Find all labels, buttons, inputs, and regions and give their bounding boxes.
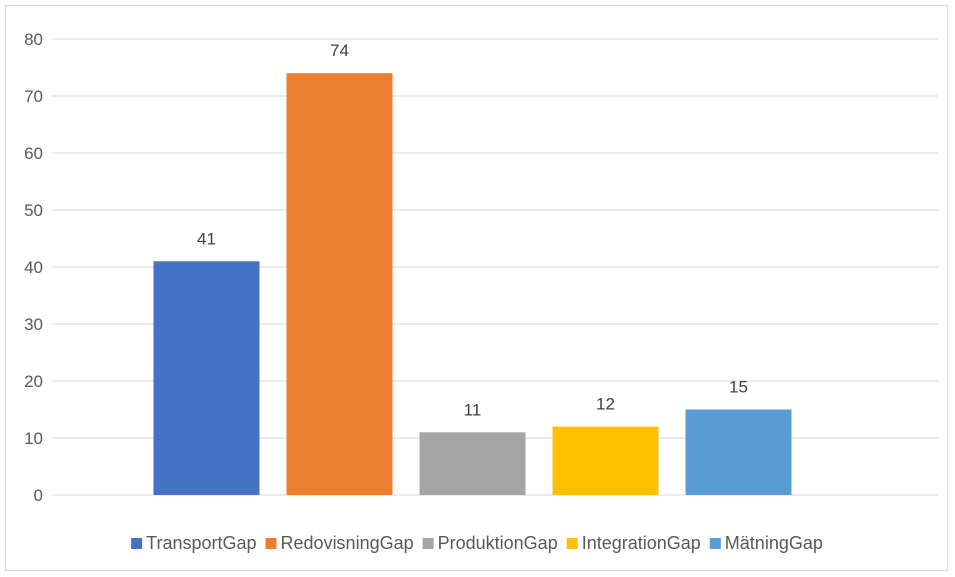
data-label-produktiongap: 11 [464, 400, 482, 419]
legend-swatch-mätninggap [709, 538, 721, 549]
legend: TransportGap RedovisningGap ProduktionGap I… [131, 533, 823, 553]
y-tick-label: 0 [34, 486, 43, 505]
y-tick-label: 50 [24, 201, 43, 220]
y-tick-label: 30 [24, 315, 43, 334]
y-tick-label: 70 [24, 87, 43, 106]
data-label-integrationgap: 12 [596, 395, 615, 414]
data-labels: 41 74 11 12 15 [197, 41, 748, 419]
y-tick-label: 20 [24, 372, 43, 391]
bar-transportgap [153, 261, 260, 495]
legend-swatch-integrationgap [566, 538, 578, 549]
bar-redovisninggap [286, 73, 393, 495]
bars [153, 73, 792, 495]
y-tick-label: 10 [24, 429, 43, 448]
legend-label-integrationgap: IntegrationGap [582, 533, 701, 553]
data-label-redovisninggap: 74 [330, 41, 349, 60]
legend-label-mätninggap: MätningGap [725, 533, 823, 553]
data-label-transportgap: 41 [197, 229, 216, 248]
bar-integrationgap [552, 426, 659, 495]
bar-mätninggap [685, 409, 792, 495]
legend-swatch-produktiongap [422, 538, 434, 549]
data-label-mätninggap: 15 [729, 378, 748, 397]
legend-swatch-redovisninggap [265, 538, 277, 549]
legend-label-redovisninggap: RedovisningGap [281, 533, 414, 553]
y-axis-ticks: 0 10 20 30 40 50 60 70 80 [24, 30, 43, 505]
legend-label-produktiongap: ProduktionGap [438, 533, 558, 553]
legend-swatch-transportgap [131, 538, 143, 549]
legend-label-transportgap: TransportGap [146, 533, 256, 553]
y-tick-label: 80 [24, 30, 43, 49]
bar-produktiongap [419, 432, 526, 495]
y-tick-label: 60 [24, 144, 43, 163]
y-tick-label: 40 [24, 258, 43, 277]
